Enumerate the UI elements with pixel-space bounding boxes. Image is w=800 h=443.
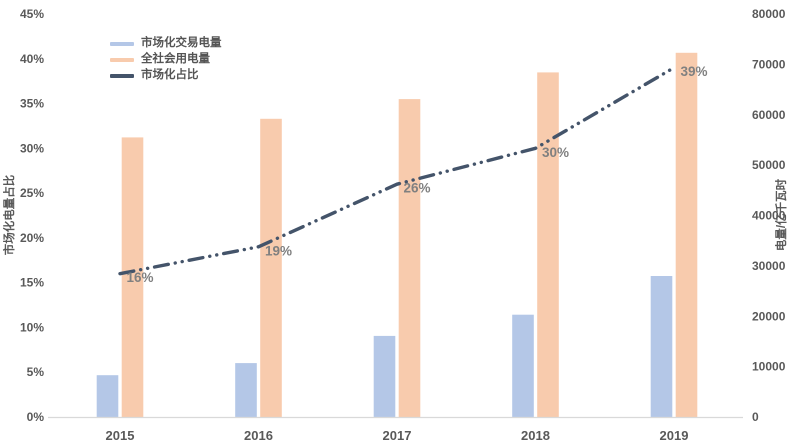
left-axis-tick-30: 30% <box>20 141 44 155</box>
share-point-label-2018: 30% <box>542 145 569 160</box>
left-axis-tick-25: 25% <box>20 186 44 200</box>
right-axis-tick-0: 0 <box>752 410 759 424</box>
x-axis-label-2016: 2016 <box>244 428 273 443</box>
left-axis-tick-20: 20% <box>20 231 44 245</box>
bar-market-traded-2015 <box>96 375 119 417</box>
x-axis-label-2015: 2015 <box>106 428 135 443</box>
left-axis-tick-10: 10% <box>20 320 44 334</box>
market-share-line <box>118 65 676 276</box>
share-point-label-2016: 19% <box>265 243 292 258</box>
left-axis-title: 市场化电量占比 <box>4 174 16 256</box>
legend-item-market-share: 市场化占比 <box>110 70 222 82</box>
right-axis-tick-60000: 60000 <box>752 108 786 122</box>
right-axis-tick-80000: 80000 <box>752 7 786 21</box>
right-axis-tick-40000: 40000 <box>752 209 786 223</box>
share-point-label-2017: 26% <box>403 181 430 196</box>
legend-label: 市场化占比 <box>141 69 199 82</box>
legend-swatch-icon <box>110 74 134 78</box>
bar-total-consumption-2017 <box>398 99 421 417</box>
right-axis-tick-50000: 50000 <box>752 158 786 172</box>
x-axis-label-2019: 2019 <box>660 428 689 443</box>
legend-label: 市场化交易电量 <box>141 37 222 50</box>
share-point-label-2015: 16% <box>126 270 153 285</box>
right-axis-tick-20000: 20000 <box>752 309 786 323</box>
bar-market-traded-2019 <box>650 276 673 417</box>
right-axis-tick-10000: 10000 <box>752 360 786 374</box>
bar-total-consumption-2018 <box>537 72 559 418</box>
left-axis-tick-40: 40% <box>20 52 44 66</box>
right-axis-title: 电量/亿千瓦时 <box>776 178 788 252</box>
bar-market-traded-2018 <box>512 314 534 417</box>
bar-total-consumption-2015 <box>121 137 144 417</box>
bar-total-consumption-2016 <box>260 118 282 418</box>
x-axis-label-2018: 2018 <box>521 428 550 443</box>
legend-swatch-icon <box>110 42 134 46</box>
left-axis-tick-45: 45% <box>20 7 44 21</box>
right-axis-tick-70000: 70000 <box>752 57 786 71</box>
share-point-label-2019: 39% <box>680 64 707 79</box>
x-axis-label-2017: 2017 <box>383 428 412 443</box>
right-axis-tick-30000: 30000 <box>752 259 786 273</box>
legend-swatch-icon <box>110 58 134 62</box>
bar-market-traded-2016 <box>235 363 257 417</box>
legend: 市场化交易电量 全社会用电量 市场化占比 <box>110 38 222 82</box>
left-axis-tick-0: 0% <box>27 410 45 424</box>
legend-item-market-traded: 市场化交易电量 <box>110 38 222 50</box>
left-axis-tick-35: 35% <box>20 97 44 111</box>
bar-total-consumption-2019 <box>675 52 698 418</box>
bar-market-traded-2017 <box>373 335 396 417</box>
left-axis-tick-5: 5% <box>27 365 45 379</box>
legend-item-total-consumption: 全社会用电量 <box>110 54 222 66</box>
left-axis-tick-15: 15% <box>20 276 44 290</box>
legend-label: 全社会用电量 <box>141 53 210 66</box>
